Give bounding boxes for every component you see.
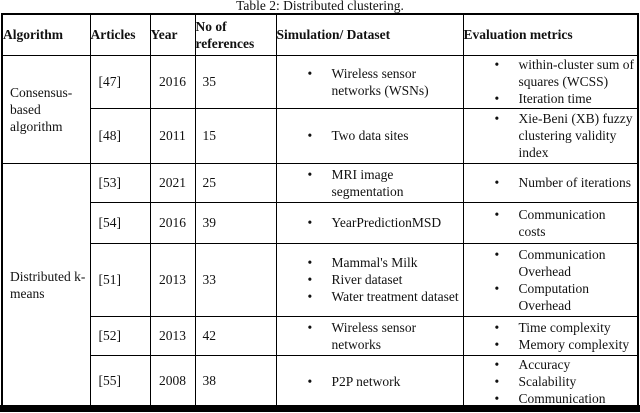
metrics-cell: Accuracy Scalability Communication bbox=[462, 354, 639, 408]
year-cell: 2016 bbox=[149, 201, 196, 244]
simulation-cell: YearPredictionMSD bbox=[275, 201, 464, 244]
col-header-algorithm: Algorithm bbox=[1, 13, 91, 56]
refs-cell: 25 bbox=[194, 162, 277, 203]
metric-item: within-cluster sum of squares (WCSS) bbox=[495, 56, 636, 90]
refs-cell: 33 bbox=[194, 242, 277, 317]
metric-item: Accuracy bbox=[495, 356, 636, 373]
metrics-cell: Communication costs bbox=[462, 201, 639, 244]
simulation-item: MRI image segmentation bbox=[308, 166, 461, 200]
metric-item: Memory complexity bbox=[495, 336, 636, 353]
metric-item: Iteration time bbox=[495, 90, 636, 107]
article-cell: [48] bbox=[89, 107, 151, 164]
year-cell: 2016 bbox=[149, 54, 196, 109]
simulation-cell: MRI image segmentation bbox=[275, 162, 464, 203]
simulation-cell: Wireless sensor networks bbox=[275, 315, 464, 356]
algorithm-cell: Consensus-based algorithm bbox=[1, 54, 91, 164]
col-header-year: Year bbox=[149, 13, 196, 56]
simulation-cell: Mammal's Milk River dataset Water treatm… bbox=[275, 242, 464, 317]
header-row: Algorithm Articles Year No of references… bbox=[1, 13, 639, 56]
refs-cell: 35 bbox=[194, 54, 277, 109]
col-header-references: No of references bbox=[194, 13, 277, 56]
article-cell: [47] bbox=[89, 54, 151, 109]
year-cell: 2013 bbox=[149, 242, 196, 317]
simulation-item: P2P network bbox=[308, 373, 461, 390]
simulation-item: Wireless sensor networks bbox=[308, 319, 461, 353]
simulation-item: YearPredictionMSD bbox=[308, 214, 461, 231]
algorithm-cell: Distributed k-means bbox=[1, 162, 91, 408]
metrics-cell: Number of iterations bbox=[462, 162, 639, 203]
refs-cell: 39 bbox=[194, 201, 277, 244]
table-cutoff-bar bbox=[0, 405, 640, 412]
metric-item: Communication bbox=[495, 390, 636, 407]
metrics-cell: Time complexity Memory complexity bbox=[462, 315, 639, 356]
year-cell: 2008 bbox=[149, 354, 196, 408]
col-header-articles: Articles bbox=[89, 13, 151, 56]
simulation-cell: Wireless sensor networks (WSNs) bbox=[275, 54, 464, 109]
metric-item: Xie-Beni (XB) fuzzy clustering validity … bbox=[495, 110, 636, 161]
table-row: [48] 2011 15 Two data sites Xie-Beni (XB… bbox=[2, 107, 639, 164]
metrics-cell: Xie-Beni (XB) fuzzy clustering validity … bbox=[462, 107, 639, 164]
simulation-item: Wireless sensor networks (WSNs) bbox=[308, 65, 461, 99]
table-row: Distributed k-means [53] 2021 25 MRI ima… bbox=[1, 162, 639, 408]
metric-item: Computation Overhead bbox=[495, 280, 636, 314]
col-header-metrics: Evaluation metrics bbox=[462, 13, 639, 56]
metric-item: Communication costs bbox=[495, 206, 636, 240]
metric-item: Scalability bbox=[495, 373, 636, 390]
simulation-item: Water treatment dataset bbox=[308, 288, 461, 305]
table-row: [54] 2016 39 YearPredictionMSD Communica… bbox=[2, 201, 639, 244]
table-row: Consensus-based algorithm [47] 2016 35 W… bbox=[1, 54, 639, 164]
simulation-item: River dataset bbox=[308, 271, 461, 288]
table-row: [51] 2013 33 Mammal's Milk River dataset… bbox=[2, 242, 639, 317]
article-cell: [52] bbox=[89, 315, 151, 356]
refs-cell: 42 bbox=[194, 315, 277, 356]
simulation-cell: P2P network bbox=[275, 354, 464, 408]
table-row: [52] 2013 42 Wireless sensor networks Ti… bbox=[2, 315, 639, 356]
distributed-clustering-table: Algorithm Articles Year No of references… bbox=[1, 13, 639, 409]
metric-item: Communication Overhead bbox=[495, 246, 636, 280]
article-cell: [55] bbox=[89, 354, 151, 408]
refs-cell: 15 bbox=[194, 107, 277, 164]
refs-cell: 38 bbox=[194, 354, 277, 408]
table-row: [55] 2008 38 P2P network Accuracy Scalab… bbox=[2, 354, 639, 408]
metric-item: Time complexity bbox=[495, 319, 636, 336]
metric-item: Number of iterations bbox=[495, 174, 636, 191]
table-caption: Table 2: Distributed clustering. bbox=[236, 0, 404, 13]
year-cell: 2011 bbox=[149, 107, 196, 164]
year-cell: 2013 bbox=[149, 315, 196, 356]
article-cell: [51] bbox=[89, 242, 151, 317]
metrics-cell: Communication Overhead Computation Overh… bbox=[462, 242, 639, 317]
metrics-cell: within-cluster sum of squares (WCSS) Ite… bbox=[462, 54, 639, 109]
article-cell: [53] bbox=[89, 162, 151, 203]
simulation-cell: Two data sites bbox=[275, 107, 464, 164]
year-cell: 2021 bbox=[149, 162, 196, 203]
article-cell: [54] bbox=[89, 201, 151, 244]
col-header-simulation: Simulation/ Dataset bbox=[275, 13, 464, 56]
simulation-item: Mammal's Milk bbox=[308, 254, 461, 271]
simulation-item: Two data sites bbox=[308, 127, 461, 144]
